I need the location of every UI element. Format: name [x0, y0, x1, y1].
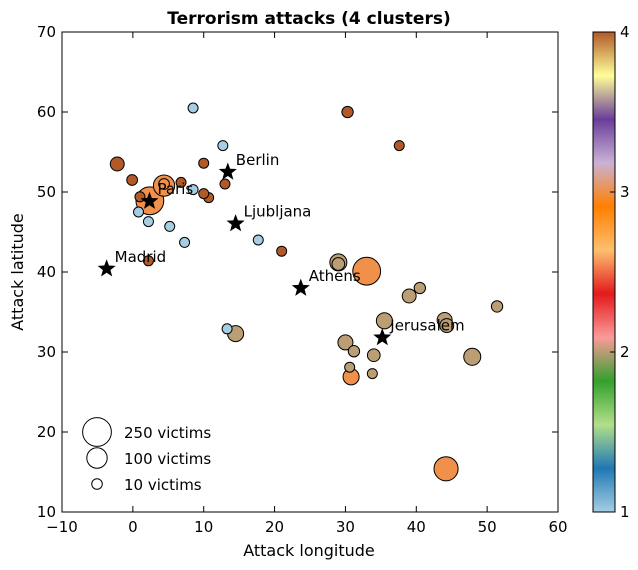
attack-point — [463, 347, 482, 366]
attack-point — [142, 255, 154, 267]
colorbar: 1 2 3 4 — [592, 23, 630, 521]
chart-title: Terrorism attacks (4 clusters) — [167, 9, 450, 29]
attack-point — [366, 348, 381, 363]
attack-point — [433, 456, 459, 482]
attack-point — [337, 334, 354, 351]
attack-point — [341, 105, 354, 119]
attack-point — [221, 323, 233, 335]
attack-point — [219, 178, 231, 190]
attack-point — [175, 176, 187, 188]
attack-point — [126, 174, 139, 186]
y-axis-label: Attack latitude — [8, 213, 27, 331]
colorbar-ticks: 1 2 3 4 — [610, 23, 630, 521]
colorbar-tick-label: 1 — [620, 503, 630, 521]
y-tick-label: 50 — [37, 183, 56, 201]
attack-point — [366, 368, 378, 380]
attack-point — [109, 156, 125, 172]
x-axis-ticks: −10 0 10 20 30 40 50 60 — [46, 32, 568, 536]
attack-point — [413, 281, 427, 295]
y-tick-label: 60 — [37, 103, 56, 121]
y-axis-ticks: 10 20 30 40 50 60 70 — [37, 23, 558, 521]
y-tick-label: 30 — [37, 343, 56, 361]
attack-point — [198, 188, 210, 200]
attack-point — [133, 206, 145, 218]
x-axis-label: Attack longitude — [243, 541, 375, 560]
city-label: Berlin — [236, 151, 280, 169]
x-tick-label: 30 — [336, 518, 355, 536]
city-star-marker — [291, 278, 310, 296]
size-legend-marker — [82, 417, 112, 447]
scatter-points — [109, 102, 504, 482]
x-tick-label: 10 — [194, 518, 213, 536]
attack-point — [352, 256, 382, 286]
size-legend: 250 victims 100 victims 10 victims — [82, 417, 211, 494]
colorbar-tick-label: 4 — [620, 23, 630, 41]
colorbar-tick-label: 3 — [620, 183, 630, 201]
colorbar-tick-label: 2 — [620, 343, 630, 361]
attack-point — [187, 184, 199, 196]
attack-point — [198, 157, 210, 169]
city-star-marker — [218, 162, 237, 180]
city-star-marker — [373, 328, 392, 346]
attack-point — [347, 345, 361, 358]
attack-point — [344, 361, 356, 373]
attack-point — [187, 102, 199, 114]
attack-point — [439, 318, 455, 334]
x-tick-label: 20 — [265, 518, 284, 536]
attack-point — [490, 300, 504, 313]
city-star-marker — [140, 191, 159, 209]
city-markers: Berlin Paris Ljubljana Madrid Athens Jerusale… — [97, 151, 465, 346]
x-tick-label: 40 — [407, 518, 426, 536]
city-label: Ljubljana — [244, 203, 312, 221]
y-tick-label: 20 — [37, 423, 56, 441]
attack-point — [393, 140, 405, 152]
attack-point — [252, 234, 264, 246]
x-tick-label: 60 — [548, 518, 567, 536]
attack-point — [276, 245, 288, 257]
attack-point — [142, 216, 154, 228]
city-star-marker — [226, 214, 245, 232]
x-tick-label: −10 — [46, 518, 78, 536]
attack-point — [217, 140, 229, 152]
size-legend-label: 10 victims — [124, 476, 202, 494]
x-tick-label: 50 — [478, 518, 497, 536]
x-tick-label: 0 — [128, 518, 138, 536]
size-legend-marker — [91, 478, 103, 490]
city-label: Athens — [309, 267, 361, 285]
attack-point — [179, 236, 191, 248]
city-label: Madrid — [115, 248, 167, 266]
attack-point — [401, 288, 417, 304]
city-label: Paris — [158, 180, 194, 198]
size-legend-label: 250 victims — [124, 424, 211, 442]
colorbar-gradient — [592, 31, 616, 513]
y-tick-label: 70 — [37, 23, 56, 41]
y-tick-label: 10 — [37, 503, 56, 521]
attack-point — [331, 257, 346, 271]
attack-point — [164, 220, 176, 232]
city-label: Jerusalem — [389, 317, 464, 335]
plot-frame — [61, 31, 559, 513]
attack-point — [158, 178, 170, 190]
size-legend-marker — [86, 447, 108, 469]
attack-point — [375, 312, 393, 330]
city-star-marker — [97, 259, 116, 277]
size-legend-label: 100 victims — [124, 450, 211, 468]
y-tick-label: 40 — [37, 263, 56, 281]
